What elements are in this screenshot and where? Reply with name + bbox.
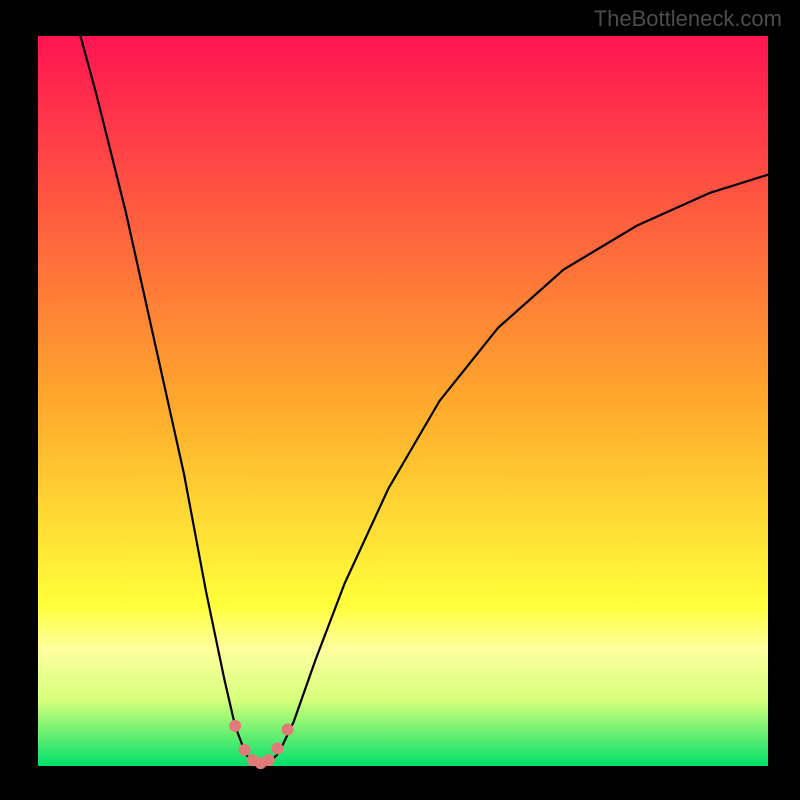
chart-plot-area bbox=[38, 36, 768, 766]
watermark: TheBottleneck.com bbox=[594, 6, 782, 32]
